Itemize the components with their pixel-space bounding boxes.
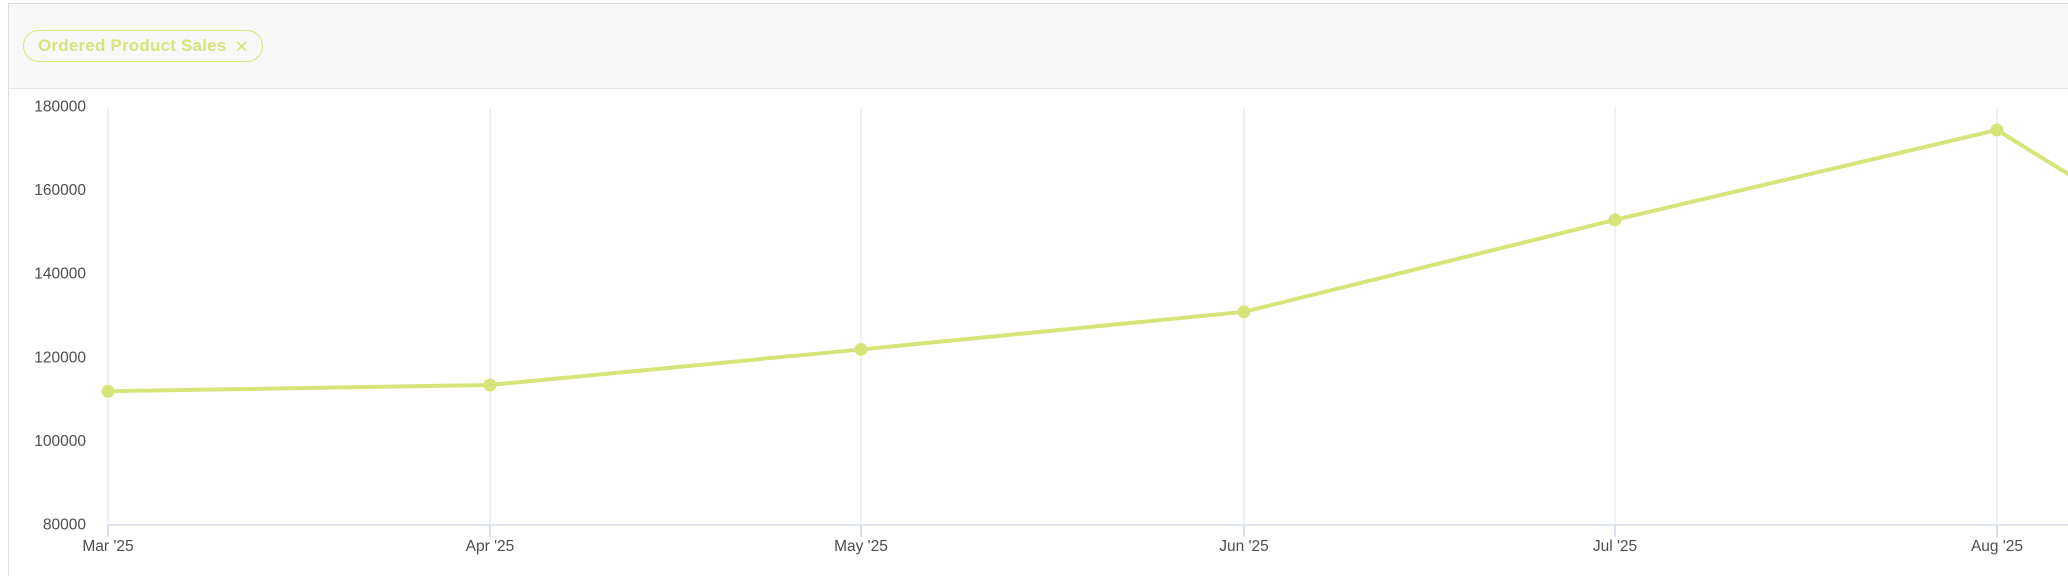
metric-chip-label: Ordered Product Sales <box>38 36 227 55</box>
metric-filter-bar: Ordered Product Sales ✕ <box>9 4 2068 89</box>
chart-card: Ordered Product Sales ✕ <box>8 3 2068 576</box>
metric-chip-ordered-product-sales[interactable]: Ordered Product Sales ✕ <box>23 30 263 62</box>
remove-metric-icon[interactable]: ✕ <box>234 37 249 56</box>
